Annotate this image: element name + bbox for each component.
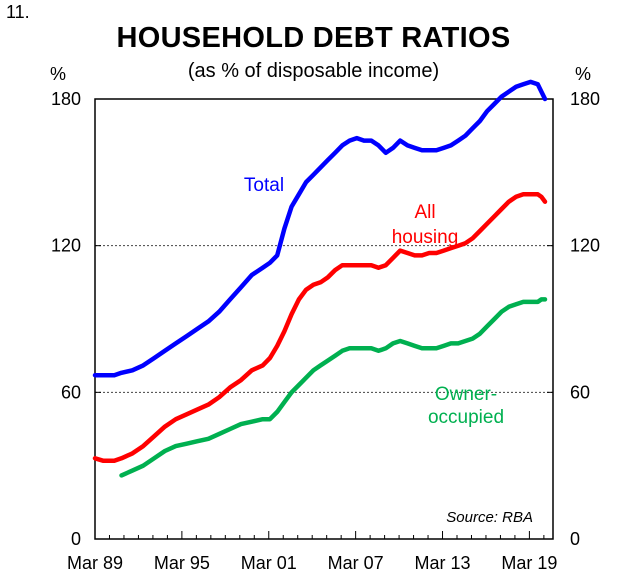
x-tick-label: Mar 19: [501, 553, 557, 573]
y-tick-label-right: 180: [570, 89, 600, 109]
x-tick-label: Mar 07: [328, 553, 384, 573]
series-label-owner-occupied: Owner-: [435, 384, 497, 405]
y-tick-label-left: 60: [61, 382, 81, 402]
y-tick-label-right: 0: [570, 529, 580, 549]
y-tick-label-left: 0: [71, 529, 81, 549]
series-line-owner-occupied: [119, 297, 548, 478]
y-tick-label-left: 120: [51, 236, 81, 256]
y-axis-unit-right: %: [575, 64, 592, 84]
y-tick-label-right: 60: [570, 382, 590, 402]
x-tick-label: Mar 01: [241, 553, 297, 573]
y-tick-label-left: 180: [51, 89, 81, 109]
source-note: Source: RBA: [446, 509, 533, 526]
series-line-all-housing: [92, 192, 548, 464]
series-label-owner-occupied: occupied: [428, 407, 504, 428]
x-tick-label: Mar 89: [67, 553, 123, 573]
series-label-all-housing: All: [414, 202, 435, 223]
series-line-total: [92, 79, 548, 378]
y-tick-label-right: 120: [570, 236, 600, 256]
x-tick-label: Mar 95: [154, 553, 210, 573]
plot-frame: [94, 98, 554, 540]
chart-number: 11.: [6, 2, 30, 22]
y-axis-unit-left: %: [50, 64, 67, 84]
series-label-all-housing: housing: [392, 227, 459, 248]
chart-title: HOUSEHOLD DEBT RATIOS: [116, 22, 511, 54]
series-label-total: Total: [244, 175, 284, 196]
x-tick-label: Mar 13: [415, 553, 471, 573]
chart-subtitle: (as % of disposable income): [187, 60, 440, 82]
